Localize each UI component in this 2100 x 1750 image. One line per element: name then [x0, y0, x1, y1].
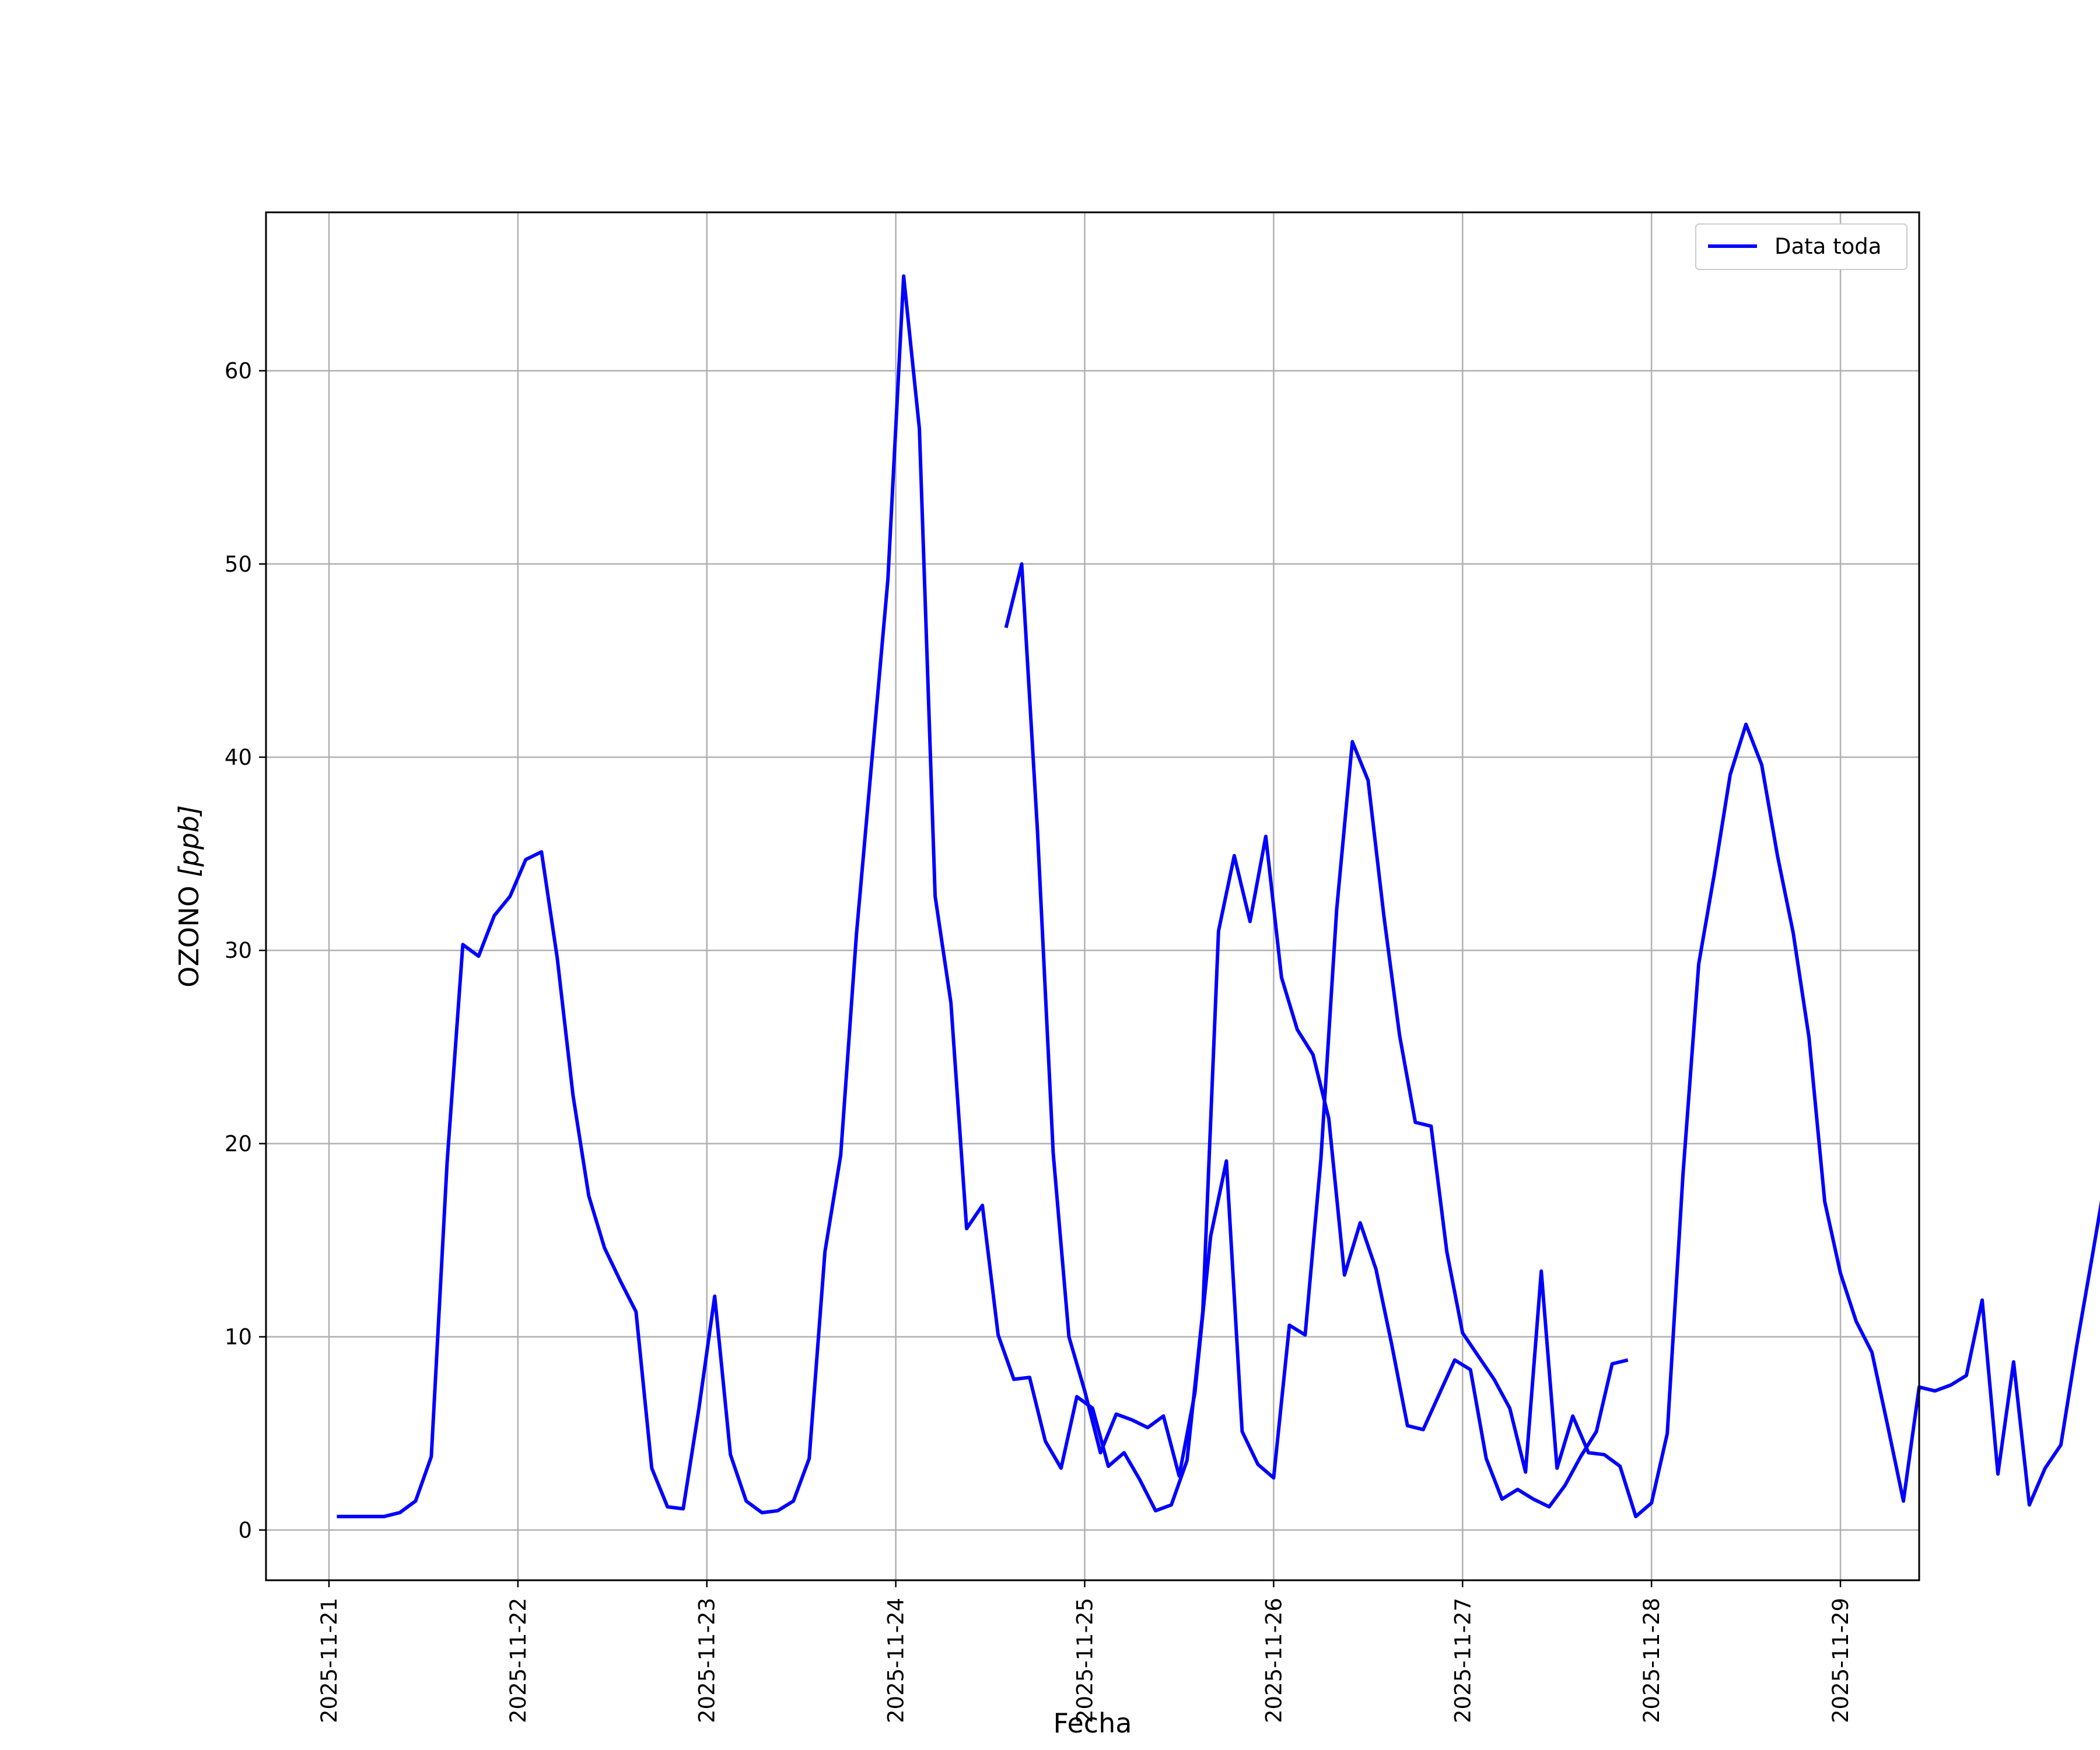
y-tick-label: 10 — [225, 1325, 252, 1350]
y-tick-label: 40 — [225, 745, 252, 770]
x-axis-ticks: 2025-11-21 2025-11-22 2025-11-23 2025-11-24… — [317, 1580, 1853, 1723]
series-line-segment-2 — [1004, 562, 2100, 1518]
y-axis-label-unit: [ppb] — [173, 805, 205, 877]
y-axis-ticks: 0 10 20 30 40 50 60 — [225, 359, 266, 1543]
y-axis-label-main: OZONO — [173, 877, 205, 988]
y-tick-label: 0 — [238, 1518, 252, 1543]
y-axis-label: OZONO [ppb] — [173, 805, 205, 988]
legend-box — [1695, 223, 1908, 270]
x-tick-label: 2025-11-28 — [1639, 1598, 1664, 1723]
grid-lines — [266, 212, 1919, 1580]
x-tick-label: 2025-11-24 — [884, 1598, 909, 1723]
series-line-segment-1 — [337, 274, 1629, 1518]
x-axis-label: Fecha — [1054, 1707, 1132, 1739]
y-tick-label: 20 — [225, 1131, 252, 1156]
y-tick-label: 60 — [225, 359, 252, 384]
legend-entry-data-toda: Data toda — [1774, 234, 1881, 259]
x-tick-label: 2025-11-25 — [1073, 1598, 1098, 1723]
x-tick-label: 2025-11-29 — [1828, 1598, 1853, 1723]
x-tick-label: 2025-11-23 — [695, 1598, 720, 1723]
x-tick-label: 2025-11-27 — [1450, 1598, 1475, 1723]
y-tick-label: 50 — [225, 552, 252, 577]
x-tick-label: 2025-11-21 — [317, 1598, 342, 1723]
legend: Data toda — [1695, 223, 1908, 270]
y-tick-label: 30 — [225, 938, 252, 963]
series-data-toda — [337, 274, 2100, 1518]
x-tick-label: 2025-11-26 — [1261, 1598, 1286, 1723]
plot-frame — [265, 211, 1920, 1581]
x-tick-label: 2025-11-22 — [506, 1598, 531, 1723]
